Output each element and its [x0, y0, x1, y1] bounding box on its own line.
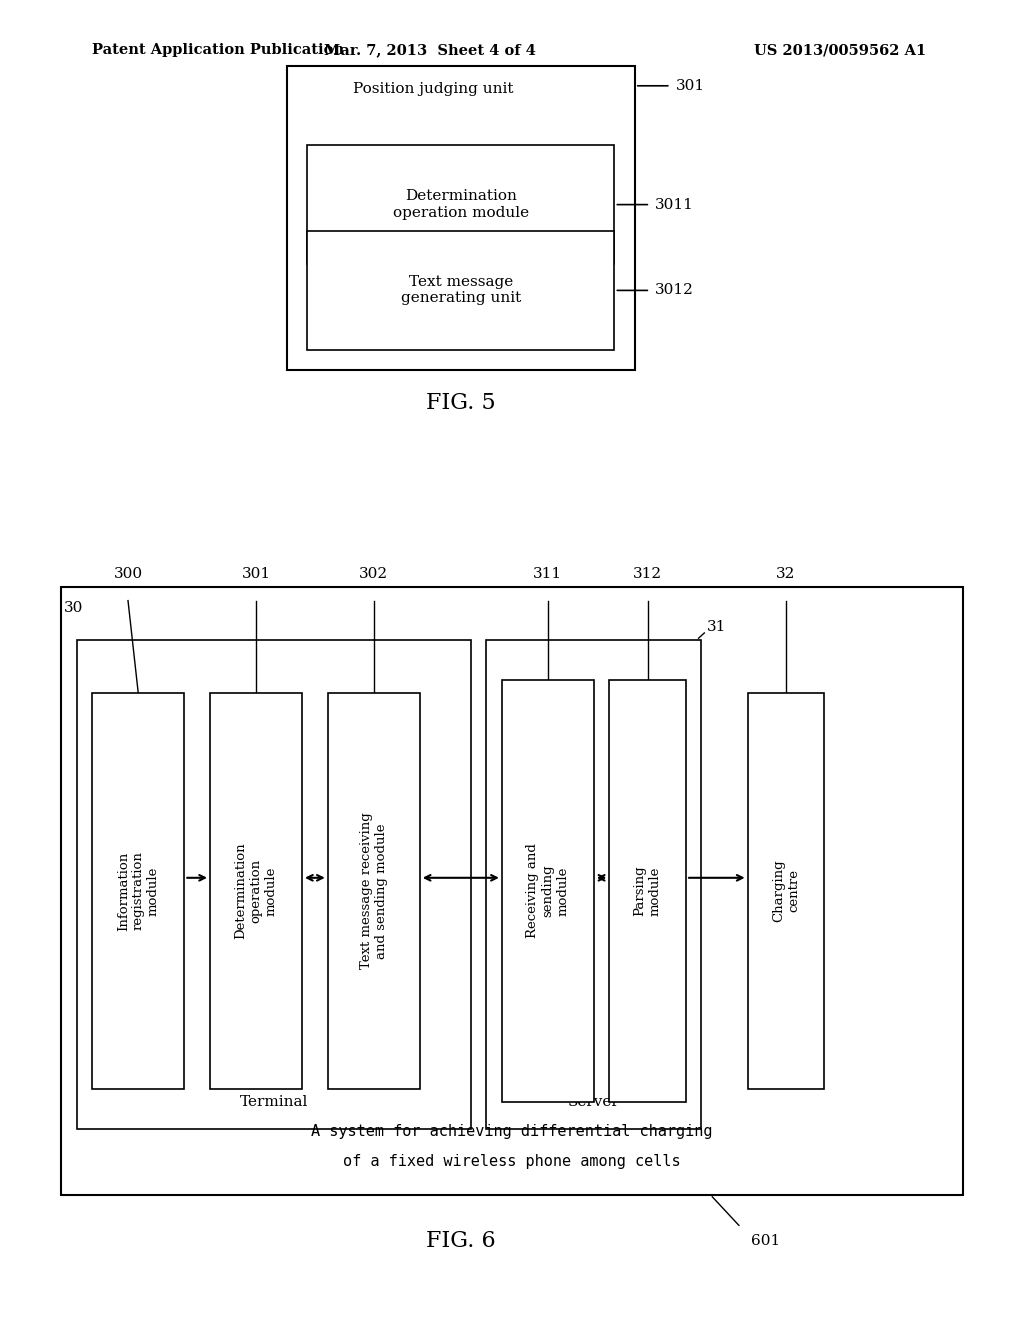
- Text: Charging
centre: Charging centre: [772, 859, 800, 923]
- Text: US 2013/0059562 A1: US 2013/0059562 A1: [754, 44, 926, 57]
- Text: Mar. 7, 2013  Sheet 4 of 4: Mar. 7, 2013 Sheet 4 of 4: [325, 44, 536, 57]
- Text: Determination
operation module: Determination operation module: [393, 190, 528, 219]
- Text: FIG. 6: FIG. 6: [426, 1230, 496, 1251]
- FancyBboxPatch shape: [77, 640, 471, 1129]
- Text: FIG. 5: FIG. 5: [426, 392, 496, 413]
- FancyBboxPatch shape: [609, 680, 686, 1102]
- Text: 312: 312: [633, 566, 663, 581]
- Text: A system for achieving differential charging: A system for achieving differential char…: [311, 1123, 713, 1139]
- Text: 3012: 3012: [655, 284, 694, 297]
- Text: 311: 311: [534, 566, 562, 581]
- Text: Text message
generating unit: Text message generating unit: [400, 276, 521, 305]
- Text: 32: 32: [776, 566, 796, 581]
- FancyBboxPatch shape: [210, 693, 302, 1089]
- Text: 3011: 3011: [655, 198, 694, 211]
- Text: 301: 301: [676, 79, 705, 92]
- Text: Text message receiving
and sending module: Text message receiving and sending modul…: [359, 813, 388, 969]
- FancyBboxPatch shape: [328, 693, 420, 1089]
- Text: Patent Application Publication: Patent Application Publication: [92, 44, 344, 57]
- Text: 300: 300: [114, 566, 142, 581]
- Text: of a fixed wireless phone among cells: of a fixed wireless phone among cells: [343, 1154, 681, 1170]
- FancyBboxPatch shape: [61, 587, 963, 1195]
- Text: 601: 601: [752, 1234, 780, 1249]
- Text: Server: Server: [568, 1094, 620, 1109]
- Text: Parsing
module: Parsing module: [634, 866, 662, 916]
- Text: 30: 30: [63, 601, 83, 615]
- Text: Terminal: Terminal: [240, 1094, 308, 1109]
- FancyBboxPatch shape: [92, 693, 184, 1089]
- Text: Receiving and
sending
module: Receiving and sending module: [526, 843, 569, 939]
- Text: Position judging unit: Position judging unit: [352, 82, 513, 96]
- Text: 31: 31: [707, 619, 726, 634]
- Text: 302: 302: [359, 566, 388, 581]
- FancyBboxPatch shape: [307, 231, 614, 350]
- FancyBboxPatch shape: [287, 66, 635, 370]
- Text: 301: 301: [242, 566, 270, 581]
- Text: Information
registration
module: Information registration module: [117, 851, 160, 931]
- FancyBboxPatch shape: [502, 680, 594, 1102]
- FancyBboxPatch shape: [307, 145, 614, 264]
- FancyBboxPatch shape: [486, 640, 701, 1129]
- FancyBboxPatch shape: [748, 693, 824, 1089]
- Text: Determination
operation
module: Determination operation module: [234, 842, 278, 940]
